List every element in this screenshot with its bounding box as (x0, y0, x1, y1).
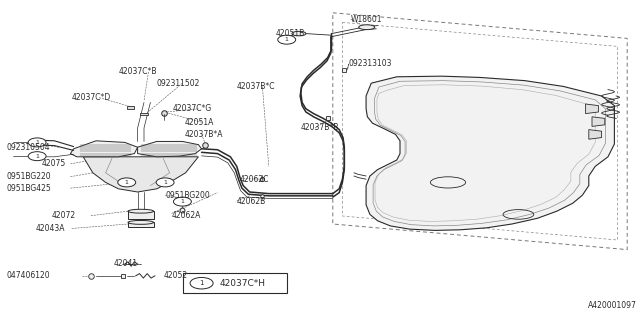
Polygon shape (586, 104, 598, 114)
Text: 42062A: 42062A (172, 212, 201, 220)
Ellipse shape (128, 220, 154, 224)
Text: 42043A: 42043A (35, 224, 65, 233)
FancyBboxPatch shape (183, 273, 287, 293)
Text: 42062C: 42062C (240, 175, 269, 184)
Text: 42075: 42075 (42, 159, 66, 168)
Polygon shape (83, 157, 198, 192)
Polygon shape (138, 141, 202, 157)
Text: 0951BG220: 0951BG220 (6, 172, 51, 181)
Circle shape (28, 138, 46, 147)
Text: 1: 1 (285, 37, 289, 42)
Text: 092311502: 092311502 (157, 79, 200, 88)
Polygon shape (366, 76, 614, 230)
Text: 092313103: 092313103 (349, 60, 392, 68)
Polygon shape (128, 211, 154, 219)
Text: 42037C*G: 42037C*G (173, 104, 212, 113)
Circle shape (156, 178, 174, 187)
Text: 42041: 42041 (114, 260, 138, 268)
Polygon shape (592, 117, 605, 126)
Text: 42037C*H: 42037C*H (220, 279, 266, 288)
Text: 1: 1 (125, 180, 129, 185)
Text: 42037B*C: 42037B*C (237, 82, 275, 91)
Text: 42037B*B: 42037B*B (301, 124, 339, 132)
Text: 42037B*A: 42037B*A (184, 130, 223, 139)
Circle shape (118, 178, 136, 187)
Ellipse shape (128, 209, 154, 213)
Text: 0951BG425: 0951BG425 (6, 184, 51, 193)
Text: 0951BG200: 0951BG200 (165, 191, 210, 200)
Polygon shape (589, 130, 602, 139)
Text: 1: 1 (180, 199, 184, 204)
Text: 42052: 42052 (163, 271, 188, 280)
Circle shape (28, 152, 46, 161)
Text: 42072: 42072 (51, 211, 76, 220)
Ellipse shape (292, 31, 306, 36)
Text: 092310504: 092310504 (6, 143, 50, 152)
Ellipse shape (358, 25, 375, 29)
Text: 42062B: 42062B (237, 197, 266, 206)
Polygon shape (128, 222, 154, 227)
Text: 42037C*D: 42037C*D (72, 93, 111, 102)
Polygon shape (140, 113, 148, 115)
Text: 42051B: 42051B (275, 29, 305, 38)
Polygon shape (70, 141, 138, 157)
Text: 1: 1 (199, 280, 204, 286)
Text: 42037C*B: 42037C*B (118, 68, 157, 76)
Text: 1: 1 (35, 140, 39, 145)
Polygon shape (127, 106, 134, 109)
Text: 42051A: 42051A (184, 118, 214, 127)
Text: 1: 1 (35, 154, 39, 159)
Text: 047406120: 047406120 (6, 271, 50, 280)
Circle shape (173, 197, 191, 206)
Circle shape (190, 277, 213, 289)
Text: 1: 1 (163, 180, 167, 185)
Text: W18601: W18601 (351, 15, 382, 24)
Text: A420001097: A420001097 (588, 301, 637, 310)
Circle shape (278, 35, 296, 44)
